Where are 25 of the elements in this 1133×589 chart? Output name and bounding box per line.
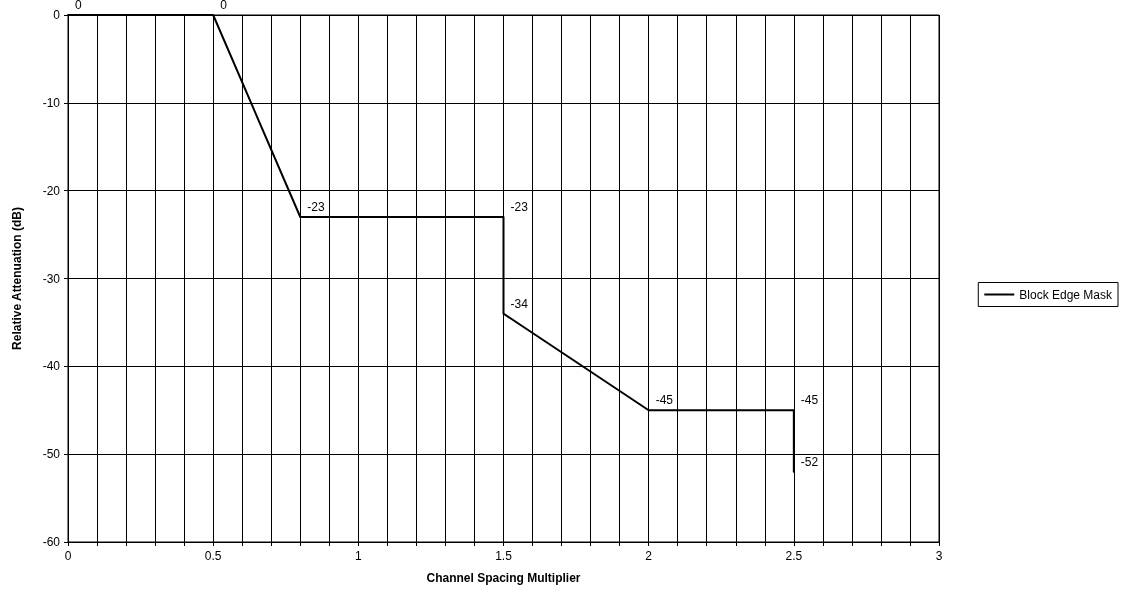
x-tick-label: 1.5: [495, 549, 513, 563]
data-label: 0: [220, 0, 228, 12]
data-label: -52: [800, 454, 819, 469]
x-tick-label: 0.5: [204, 549, 222, 563]
y-tick-label: -40: [42, 359, 61, 374]
y-axis-title: Relative Attenuation (dB): [10, 207, 24, 350]
x-tick-label: 1: [354, 549, 362, 563]
data-label: 0: [75, 0, 82, 12]
y-tick-label: -50: [42, 447, 61, 462]
y-tick-label: -60: [42, 535, 61, 549]
y-tick-label: -30: [42, 271, 61, 286]
x-tick-label: 0: [64, 549, 72, 563]
data-label: -45: [800, 393, 819, 408]
data-label: -23: [307, 200, 325, 215]
x-tick-label: 3: [935, 549, 943, 563]
x-tick-label: 2: [645, 549, 653, 563]
y-tick-label: -20: [42, 183, 61, 198]
y-tick-label: -10: [42, 95, 61, 110]
x-axis-title: Channel Spacing Multiplier: [426, 571, 581, 585]
legend-label: Block Edge Mask: [1019, 287, 1113, 302]
y-tick-label: 0: [53, 8, 61, 22]
data-label: -34: [510, 296, 529, 311]
data-label: -23: [510, 200, 529, 215]
data-label: -45: [655, 393, 674, 408]
x-tick-label: 2.5: [785, 549, 803, 563]
